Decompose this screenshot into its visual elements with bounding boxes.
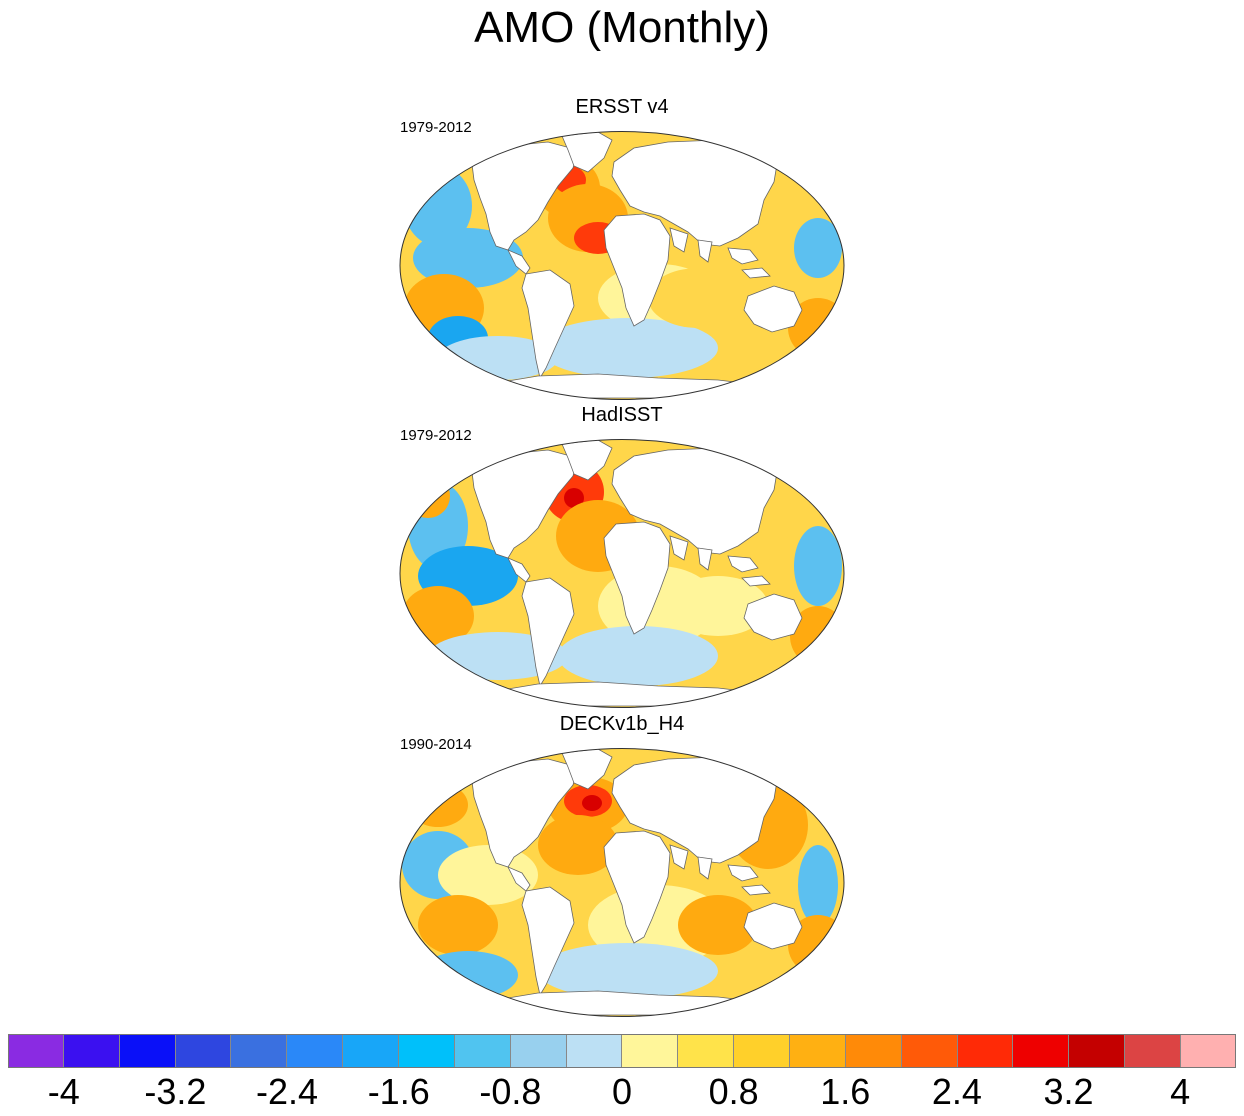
colorbar-swatch [343, 1034, 400, 1068]
land-mass [743, 285, 803, 333]
anomaly-region [538, 943, 718, 999]
land-mass [697, 239, 713, 263]
colorbar-swatch [1125, 1034, 1182, 1068]
map-panel-deck: DECKv1b_H4 1990-2014 [398, 713, 846, 1020]
colorbar-tick-label: 3.2 [1043, 1071, 1094, 1112]
anomaly-region [438, 845, 538, 905]
colorbar-swatch [287, 1034, 344, 1068]
panel-period: 1990-2014 [400, 736, 472, 753]
colorbar-swatch [622, 1034, 679, 1068]
colorbar-swatch [734, 1034, 791, 1068]
anomaly-region [648, 268, 748, 328]
colorbar-swatch [175, 1034, 232, 1068]
world-map [399, 131, 845, 400]
land-mass [743, 902, 803, 950]
colorbar-tick-label: 0.8 [708, 1071, 759, 1112]
panel-period: 1979-2012 [400, 119, 472, 136]
anomaly-region [538, 815, 618, 875]
land-mass [507, 866, 531, 892]
colorbar-swatch [790, 1034, 846, 1068]
colorbar-tick-label: 1.6 [820, 1071, 871, 1112]
colorbar-swatch [901, 1034, 958, 1068]
colorbar-tick-label: 4 [1170, 1071, 1191, 1112]
panel-title: ERSST v4 [575, 96, 669, 118]
panel-period: 1979-2012 [400, 427, 472, 444]
colorbar-tick-label: 0 [611, 1071, 633, 1112]
land-mass [521, 577, 575, 688]
land-mass [741, 884, 771, 896]
land-mass [727, 864, 759, 882]
land-mass [603, 213, 671, 327]
colorbar-labels: -4 -3.2 -2.4 -1.6 -0.8 0 0.8 1.6 2.4 3.2 4 [0, 1072, 1244, 1112]
map-outline [399, 131, 845, 400]
colorbar-tick-label: 2.4 [931, 1071, 982, 1112]
land-mass [697, 856, 713, 880]
anomaly-region [558, 626, 718, 686]
land-mass [521, 269, 575, 380]
colorbar-swatch [119, 1034, 176, 1068]
anomaly-region [408, 783, 468, 827]
land-mass [727, 247, 759, 265]
colorbar-swatch [399, 1034, 455, 1068]
map-panel-ersst: ERSST v4 1979-2012 [398, 96, 846, 403]
panel-title: DECKv1b_H4 [559, 713, 685, 735]
land-mass [727, 555, 759, 573]
colorbar-tick-label: -4 [47, 1071, 80, 1112]
figure-title: AMO (Monthly) [474, 3, 770, 52]
colorbar-swatch [510, 1034, 567, 1068]
land-mass [669, 844, 689, 870]
land-mass [561, 131, 613, 173]
map-panel-hadisst: HadISST 1979-2012 [398, 404, 846, 711]
anomaly-region [418, 951, 518, 999]
land-mass [507, 557, 531, 583]
world-map [399, 748, 845, 1017]
anomaly-region [798, 845, 838, 925]
colorbar [8, 1034, 1236, 1068]
colorbar-swatch [1069, 1034, 1126, 1068]
panel-title: HadISST [581, 404, 663, 426]
anomaly-region [794, 218, 842, 278]
land-mass [697, 547, 713, 571]
anomaly-region [564, 488, 584, 508]
colorbar-swatch [845, 1034, 902, 1068]
colorbar-swatch [957, 1034, 1014, 1068]
colorbar-swatch [63, 1034, 120, 1068]
land-mass [603, 521, 671, 635]
anomaly-region [582, 795, 602, 811]
map-outline [399, 748, 845, 1017]
land-mass [603, 830, 671, 944]
colorbar-swatch [1181, 1034, 1236, 1068]
anomaly-region [794, 526, 842, 606]
anomaly-region [418, 895, 498, 955]
land-mass [521, 886, 575, 997]
land-mass [561, 748, 613, 790]
land-mass [741, 575, 771, 587]
colorbar-swatch [454, 1034, 511, 1068]
land-mass [669, 227, 689, 253]
anomaly-region [406, 474, 450, 518]
world-map [399, 439, 845, 708]
anomaly-region [668, 576, 768, 636]
land-mass [561, 439, 613, 481]
colorbar-tick-label: -2.4 [256, 1071, 319, 1112]
colorbar-swatch [566, 1034, 623, 1068]
colorbar-tick-label: -0.8 [479, 1071, 542, 1112]
anomaly-region [678, 895, 758, 955]
colorbar-swatch [1013, 1034, 1070, 1068]
colorbar-swatch [231, 1034, 288, 1068]
anomaly-region [538, 318, 718, 378]
land-mass [507, 249, 531, 275]
map-outline [399, 439, 845, 708]
land-mass [741, 267, 771, 279]
land-mass [669, 535, 689, 561]
land-mass [743, 593, 803, 641]
colorbar-tick-label: -1.6 [367, 1071, 430, 1112]
colorbar-swatch [8, 1034, 64, 1068]
colorbar-tick-label: -3.2 [144, 1071, 207, 1112]
colorbar-swatch [678, 1034, 735, 1068]
